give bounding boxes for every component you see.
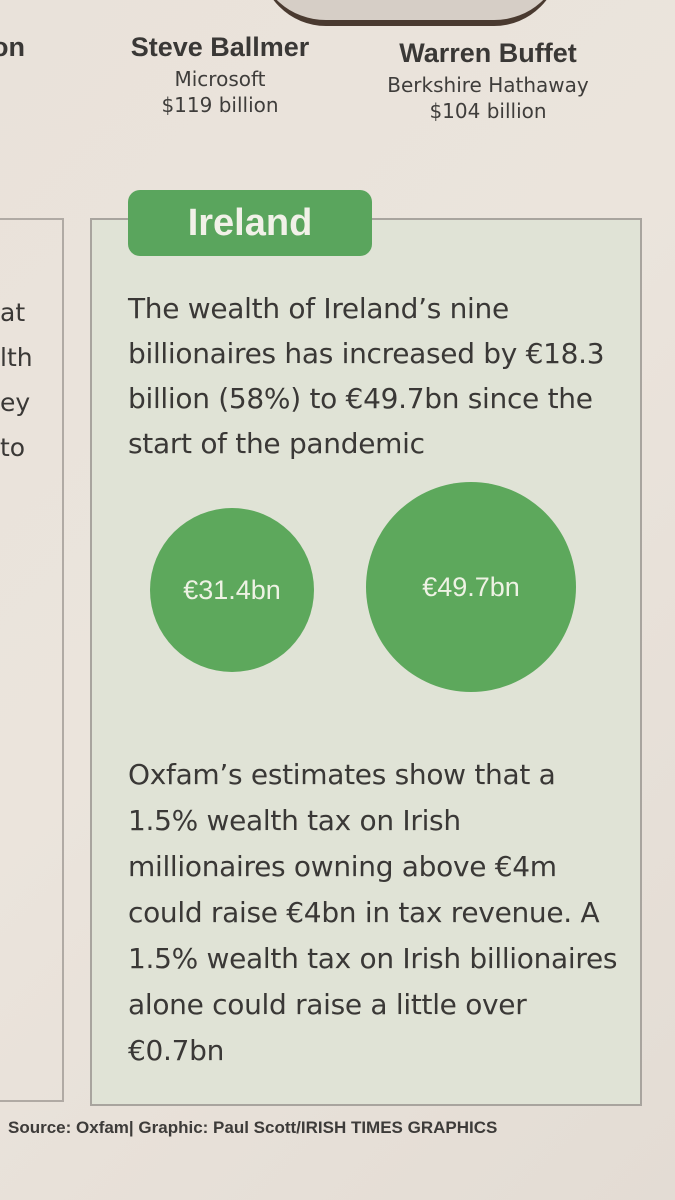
person-left-partial: on (0, 30, 32, 66)
ireland-panel (90, 218, 642, 1106)
wealth-before-label: €31.4bn (183, 574, 281, 605)
left-text-line: at (0, 298, 26, 327)
wealth-after-bubble: €49.7bn (366, 482, 576, 692)
ireland-heading-tab: Ireland (128, 190, 372, 256)
left-neighbor-text: at lth ey to (0, 290, 33, 470)
portrait-photo-edge (260, 0, 560, 26)
wealth-after-label: €49.7bn (422, 571, 520, 602)
person-company: Microsoft (174, 66, 266, 91)
person-ballmer: Steve Ballmer Microsoft $119 billion (100, 30, 340, 118)
ireland-intro-text: The wealth of Ireland’s nine billionaire… (128, 292, 605, 460)
left-text-line: ey (0, 388, 31, 417)
left-text-line: to (0, 433, 26, 462)
source-credit: Source: Oxfam| Graphic: Paul Scott/IRISH… (8, 1118, 498, 1137)
person-left-name: on (0, 32, 25, 62)
wealth-tax-text: Oxfam’s estimates show that a 1.5% wealt… (128, 758, 618, 1067)
person-wealth: $104 billion (429, 99, 547, 124)
person-wealth: $119 billion (161, 93, 279, 118)
left-text-line: lth (0, 343, 33, 372)
person-name: Warren Buffet (399, 38, 577, 68)
left-neighbor-panel (0, 218, 64, 1102)
person-name: Steve Ballmer (130, 32, 310, 62)
person-company: Berkshire Hathaway (387, 72, 589, 97)
person-buffett: Warren Buffet Berkshire Hathaway $104 bi… (368, 36, 608, 124)
wealth-before-bubble: €31.4bn (150, 508, 314, 672)
